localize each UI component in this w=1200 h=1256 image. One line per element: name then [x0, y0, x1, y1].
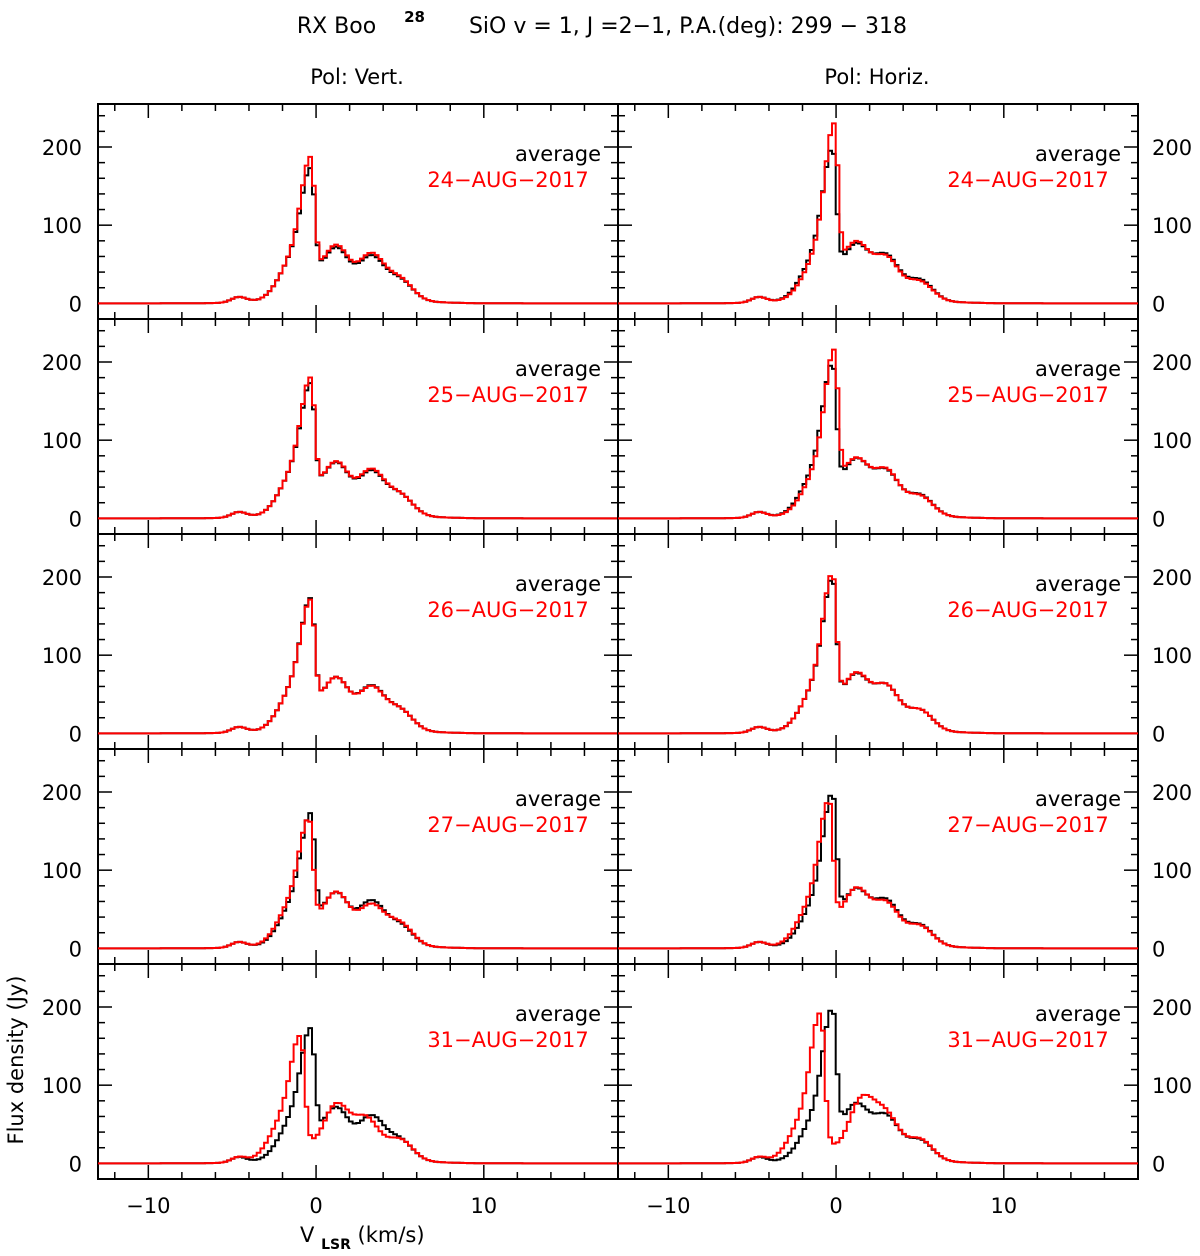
y-axis-label: Flux density (Jy)	[4, 975, 28, 1144]
legend-average: average	[515, 357, 601, 381]
legend-date: 31−AUG−2017	[947, 1028, 1108, 1052]
series-daily-line	[98, 598, 618, 735]
title-isotope: 28	[404, 8, 425, 26]
legend-average: average	[515, 787, 601, 811]
panel-frame	[97, 963, 619, 1180]
legend-average: average	[1035, 142, 1121, 166]
panel-frame	[617, 963, 1139, 1180]
title-prefix: RX Boo	[297, 14, 376, 39]
legend-date: 25−AUG−2017	[947, 383, 1108, 407]
legend-average: average	[515, 1002, 601, 1026]
y-tick-label: 100	[42, 644, 82, 668]
panel-frame	[617, 103, 1139, 320]
series-daily-line	[618, 348, 1138, 520]
figure-title: RX Boo 28 SiO v = 1, J =2−1, P.A.(deg): …	[297, 3, 907, 39]
y-tick-label: 0	[69, 722, 82, 746]
y-tick-label: 0	[69, 937, 82, 961]
series-daily-line	[618, 802, 1138, 950]
legend-average: average	[1035, 1002, 1121, 1026]
y-tick-label: 100	[1152, 644, 1192, 668]
series-daily-line	[98, 155, 618, 305]
y-tick-label: 200	[1152, 351, 1192, 375]
y-tick-label: 200	[1152, 996, 1192, 1020]
panel-frame	[97, 748, 619, 965]
x-tick-label: 0	[309, 1194, 322, 1218]
column-title-horiz: Pol: Horiz.	[824, 65, 929, 89]
legend-date: 26−AUG−2017	[427, 598, 588, 622]
series-daily-line	[618, 1012, 1138, 1165]
y-tick-label: 200	[42, 566, 82, 590]
x-axis-label: V LSR (km/s)	[300, 1223, 425, 1254]
x-axis-label-main: V	[300, 1223, 315, 1247]
column-title-vert: Pol: Vert.	[310, 65, 404, 89]
y-tick-label: 0	[1152, 937, 1165, 961]
y-tick-label: 100	[1152, 859, 1192, 883]
y-tick-label: 200	[42, 136, 82, 160]
x-tick-label: 10	[470, 1194, 497, 1218]
y-tick-label: 100	[42, 214, 82, 238]
y-tick-label: 0	[69, 292, 82, 316]
series-daily-line	[618, 575, 1138, 735]
x-tick-label: 10	[990, 1194, 1017, 1218]
y-tick-label: 100	[1152, 429, 1192, 453]
legend-date: 27−AUG−2017	[947, 813, 1108, 837]
x-tick-label: −10	[126, 1194, 170, 1218]
y-tick-label: 0	[1152, 507, 1165, 531]
y-tick-label: 0	[69, 507, 82, 531]
legend-date: 25−AUG−2017	[427, 383, 588, 407]
x-axis-label-sub: LSR	[321, 1237, 351, 1253]
legend-date: 26−AUG−2017	[947, 598, 1108, 622]
y-tick-label: 100	[42, 859, 82, 883]
x-tick-label: −10	[646, 1194, 690, 1218]
legend-date: 24−AUG−2017	[947, 168, 1108, 192]
y-tick-label: 200	[1152, 781, 1192, 805]
series-daily-line	[98, 1035, 618, 1165]
legend-average: average	[1035, 357, 1121, 381]
panel-frame	[617, 533, 1139, 750]
y-tick-label: 100	[42, 429, 82, 453]
y-tick-label: 200	[42, 781, 82, 805]
y-tick-label: 100	[1152, 214, 1192, 238]
panel-frame	[97, 533, 619, 750]
panel-frame	[617, 748, 1139, 965]
y-tick-label: 200	[1152, 136, 1192, 160]
y-tick-label: 100	[42, 1074, 82, 1098]
y-tick-label: 0	[1152, 1152, 1165, 1176]
legend-average: average	[515, 572, 601, 596]
y-tick-label: 0	[1152, 292, 1165, 316]
y-tick-label: 100	[1152, 1074, 1192, 1098]
legend-average: average	[515, 142, 601, 166]
legend-date: 24−AUG−2017	[427, 168, 588, 192]
panel-frame	[97, 103, 619, 320]
legend-date: 31−AUG−2017	[427, 1028, 588, 1052]
y-tick-label: 200	[42, 351, 82, 375]
panel-frame	[617, 318, 1139, 535]
x-axis-label-unit: (km/s)	[358, 1223, 425, 1247]
series-daily-line	[98, 819, 618, 950]
x-tick-label: 0	[829, 1194, 842, 1218]
panel-frame	[97, 318, 619, 535]
series-daily-line	[98, 376, 618, 520]
title-rest: SiO v = 1, J =2−1, P.A.(deg): 299 − 318	[469, 14, 907, 39]
legend-average: average	[1035, 572, 1121, 596]
y-tick-label: 0	[1152, 722, 1165, 746]
y-tick-label: 0	[69, 1152, 82, 1176]
y-tick-label: 200	[1152, 566, 1192, 590]
y-tick-label: 200	[42, 996, 82, 1020]
legend-date: 27−AUG−2017	[427, 813, 588, 837]
legend-average: average	[1035, 787, 1121, 811]
series-daily-line	[618, 122, 1138, 305]
